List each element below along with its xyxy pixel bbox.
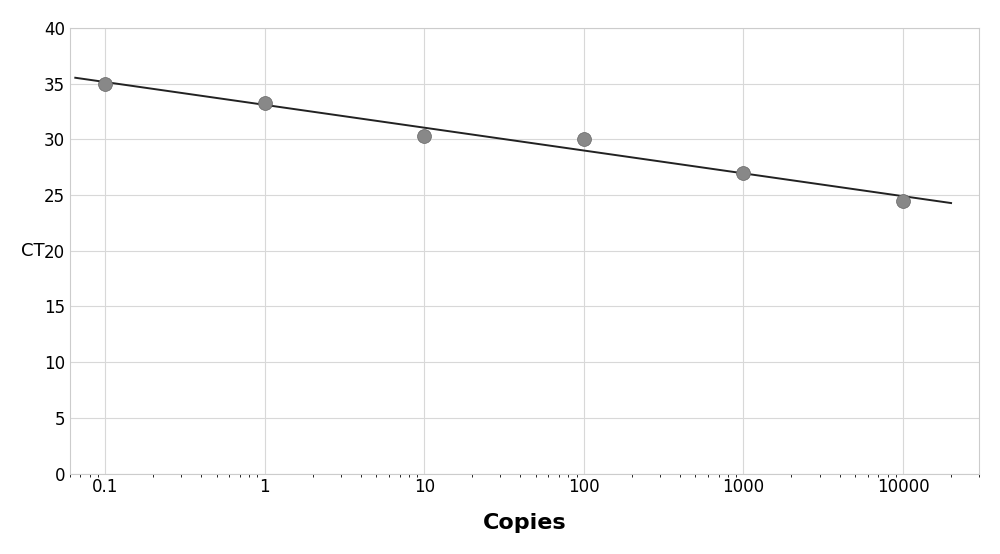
Point [576, 135, 592, 143]
Point [895, 196, 911, 205]
Point [735, 168, 751, 177]
Point [416, 131, 432, 140]
X-axis label: Copies: Copies [483, 513, 566, 533]
Y-axis label: CT: CT [21, 242, 44, 260]
Point [257, 98, 273, 107]
Point [97, 79, 113, 88]
